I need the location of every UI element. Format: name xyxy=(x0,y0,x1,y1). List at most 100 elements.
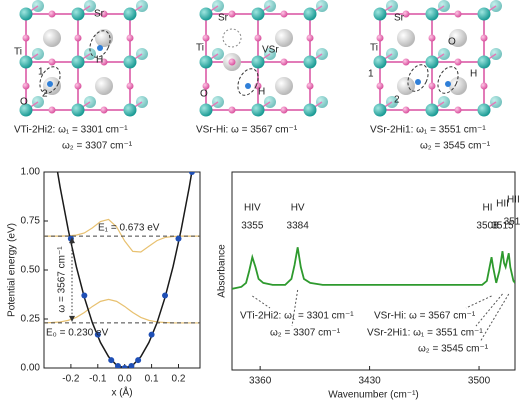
peak-value: 3508 xyxy=(476,221,499,232)
spectrum-line xyxy=(232,247,515,290)
atom-label: O xyxy=(20,97,28,108)
ti-atom xyxy=(123,7,137,21)
atom-label: H xyxy=(96,55,103,66)
curve xyxy=(44,298,200,324)
atom-label: Sr xyxy=(94,9,105,20)
ti-atom xyxy=(71,103,85,117)
o-atom xyxy=(22,82,30,90)
o-atom xyxy=(228,58,236,66)
x-tick-label: 0.2 xyxy=(172,374,186,385)
o-atom xyxy=(280,58,288,66)
peak-name: HIV xyxy=(244,203,261,214)
o-atom xyxy=(454,10,462,18)
h-atom xyxy=(97,45,103,51)
y-tick-label: 0.00 xyxy=(21,363,41,374)
highlight-ring xyxy=(39,66,61,94)
atom-label: 2 xyxy=(394,95,400,106)
o-atom xyxy=(100,106,108,114)
leader-line xyxy=(252,295,271,309)
o-atom xyxy=(202,34,210,42)
sr-atom xyxy=(43,29,61,47)
ti-atom xyxy=(199,103,213,117)
data-point xyxy=(114,363,121,368)
sr-atom xyxy=(397,77,415,95)
o-atom xyxy=(228,106,236,114)
peak-value: 3519 xyxy=(504,217,520,228)
ti-atom xyxy=(303,103,317,117)
structure-panel xyxy=(199,0,328,117)
atom-label: Ti xyxy=(196,43,204,54)
atom-label: H xyxy=(470,69,477,80)
o-atom xyxy=(228,10,236,18)
spectrum-chart: 3360 3430 3500 Wavenumber (cm⁻¹) Absorbance H… xyxy=(217,171,520,400)
o-atom xyxy=(280,10,288,18)
y-tick-label: 0.50 xyxy=(21,265,41,276)
ti-atom xyxy=(251,103,265,117)
ti-atom xyxy=(251,7,265,21)
peak-value: 3515 xyxy=(491,221,514,232)
h-atom xyxy=(415,79,421,85)
h-atom xyxy=(47,81,53,87)
structure-panel xyxy=(19,0,148,117)
level-label: E₁ = 0.673 eV xyxy=(98,223,160,234)
ti-atom xyxy=(425,103,439,117)
o-atom xyxy=(22,34,30,42)
structure-panel xyxy=(373,0,502,117)
sr-atom xyxy=(275,29,293,47)
o-atom xyxy=(126,34,134,42)
o-atom xyxy=(428,82,436,90)
y-axis-label: Potential energy (eV) xyxy=(7,223,18,317)
ti-atom xyxy=(19,103,33,117)
sr-atom xyxy=(449,77,467,95)
atom-label: 2 xyxy=(42,89,48,100)
atom-label: O xyxy=(200,89,208,100)
highlight-ring xyxy=(237,68,259,96)
ti-atom xyxy=(477,55,491,69)
x-tick-label: 0.0 xyxy=(118,374,132,385)
leader-line xyxy=(465,295,492,309)
leader-line xyxy=(479,293,510,343)
highlight-ring xyxy=(89,30,111,58)
atom-label: Ti xyxy=(370,43,378,54)
potential-chart: -0.2 -0.1 0.0 0.1 0.2 x (Å) Potential energy (… xyxy=(7,167,201,399)
data-point xyxy=(148,331,155,338)
h-atom xyxy=(245,83,251,89)
data-point xyxy=(162,292,169,299)
ti-atom xyxy=(303,7,317,21)
data-point xyxy=(128,363,135,368)
ti-atom xyxy=(425,55,439,69)
o-atom xyxy=(428,34,436,42)
caption: VTi-2Hi2: ω₁ = 3301 cm⁻¹ xyxy=(14,125,128,136)
peak-name: HIII xyxy=(507,195,520,206)
peak-name: HV xyxy=(291,203,305,214)
o-atom xyxy=(480,82,488,90)
o-atom xyxy=(48,58,56,66)
vacancy xyxy=(222,28,242,48)
sr-atom xyxy=(449,29,467,47)
sr-atom xyxy=(275,77,293,95)
atom-label: 1 xyxy=(38,67,44,78)
assignment: VSr-Hi: ω = 3567 cm⁻¹ xyxy=(374,311,476,322)
x-tick-label: 0.1 xyxy=(145,374,159,385)
x-tick-label: -0.2 xyxy=(62,374,80,385)
peak-name: HII xyxy=(496,199,509,210)
o-atom xyxy=(402,58,410,66)
leader-line xyxy=(475,293,503,327)
caption: ω₂ = 3545 cm⁻¹ xyxy=(420,141,491,152)
data-point xyxy=(108,357,115,364)
o-atom xyxy=(254,82,262,90)
data-point xyxy=(94,331,101,338)
caption: VSr-2Hi1: ω₁ = 3551 cm⁻¹ xyxy=(370,125,486,136)
o-atom xyxy=(100,58,108,66)
assignment: VTi-2Hi2: ω₁ = 3301 cm⁻¹ xyxy=(240,311,354,322)
x-axis-label: x (Å) xyxy=(111,386,132,399)
ti-atom xyxy=(477,103,491,117)
omega-label: ω = 3567 cm⁻¹ xyxy=(57,246,68,313)
o-atom xyxy=(202,82,210,90)
assignment: ω₂ = 3545 cm⁻¹ xyxy=(418,344,489,355)
axes-frame xyxy=(231,171,516,371)
y-tick-label: 0.75 xyxy=(21,216,41,227)
y-tick-label: 0.25 xyxy=(21,314,41,325)
ti-atom xyxy=(199,7,213,21)
